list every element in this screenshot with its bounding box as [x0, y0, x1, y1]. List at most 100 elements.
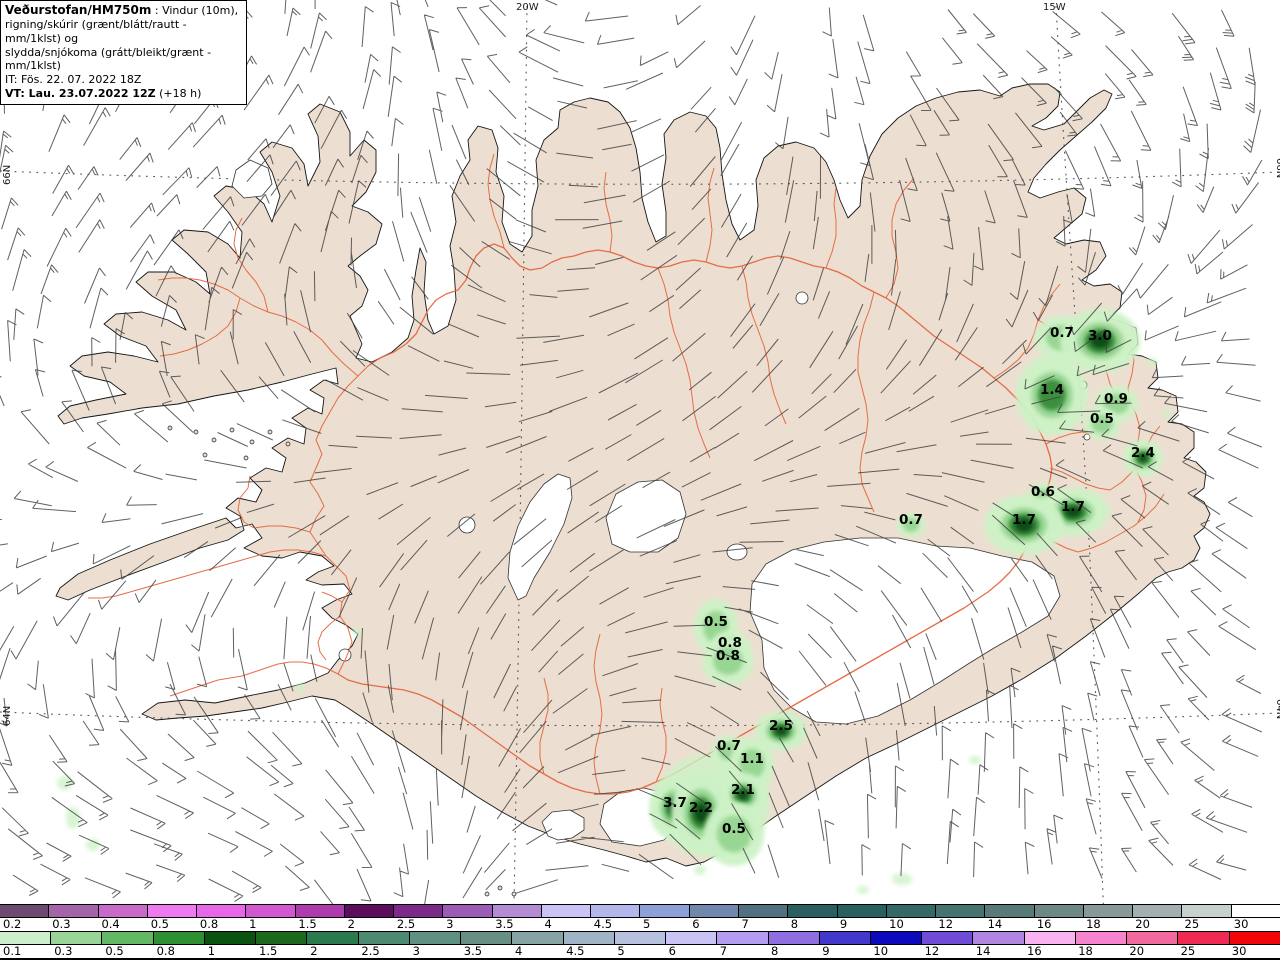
glacier-drangajokull: [231, 159, 273, 199]
scale-tick-label: 0.2: [3, 917, 22, 931]
scale-tick-label: 1: [207, 944, 216, 958]
scale-tick-label: 0.5: [105, 944, 124, 958]
bottom-rule: [0, 958, 1280, 960]
scale-tick-label: 0.5: [150, 917, 169, 931]
precip-value: 0.6: [1031, 484, 1055, 500]
scale-segment: [1228, 932, 1280, 944]
precip-value: 1.7: [1012, 512, 1036, 528]
light-precip-patch: [353, 628, 361, 636]
scale-tick-label: 4.5: [566, 944, 585, 958]
scale-tick-label: 9: [839, 917, 848, 931]
light-precip-patch: [892, 873, 912, 885]
sleet-scale-labels: 0.2 0.3 0.4 0.5 0.8 1 1.5 2 2.5 3 3.5 4 4.5 5 6 7 8 9 10 12…: [0, 917, 1280, 931]
light-precip-patch: [969, 756, 981, 764]
scale-tick-label: 6: [692, 917, 700, 931]
scale-tick-label: 10: [889, 917, 904, 931]
scale-tick-label: 4.5: [593, 917, 613, 931]
scale-tick-label: 14: [975, 944, 991, 958]
precip-dark: [1037, 379, 1067, 411]
scale-tick-label: 12: [924, 944, 940, 958]
precipitation-value-labels: 0.7 3.0 1.4 0.9 0.5 2.4 0.6 1.7 1.7 0.7 0.5 0.80.8 2…: [663, 325, 1155, 837]
precip-mid: [713, 647, 743, 675]
precip-value: 0.5: [722, 821, 746, 837]
scale-tick-label: 8: [790, 917, 799, 931]
scale-segment: [1132, 905, 1182, 917]
scale-segment: [491, 905, 541, 917]
scale-tick-label: 3: [446, 917, 454, 931]
scale-segment: [0, 905, 49, 917]
scale-tick-label: 16: [1036, 917, 1052, 931]
scale-segment: [1230, 905, 1280, 917]
parallel-label-left: 66N: [2, 165, 13, 185]
precip-core: [774, 726, 788, 736]
precip-mid: [1103, 393, 1129, 415]
scale-tick-label: 0.1: [3, 944, 22, 958]
precip-core: [693, 802, 709, 824]
precip-value: 0.7: [899, 512, 923, 528]
light-precip-patch: [1147, 358, 1157, 366]
scale-tick-label: 20: [1129, 944, 1145, 958]
scale-segment: [442, 905, 492, 917]
scale-segment: [1023, 932, 1075, 944]
scale-segment: [357, 932, 409, 944]
scale-tick-label: 30: [1231, 944, 1247, 958]
scale-segment: [716, 932, 768, 944]
islet: [167, 425, 173, 431]
scale-tick-label: 0.3: [52, 917, 71, 931]
precip-value: 2.4: [1131, 445, 1155, 461]
scale-tick-label: 12: [938, 917, 954, 931]
precip-value: 1.7: [1061, 499, 1085, 515]
scale-tick-label: 6: [668, 944, 676, 958]
scale-tick-label: 16: [1027, 944, 1042, 958]
scale-segment: [869, 932, 922, 944]
meridian-label: 20W: [516, 2, 539, 13]
precip-value: 3.0: [1088, 328, 1112, 344]
scale-segment: [146, 905, 197, 917]
scale-segment: [101, 932, 153, 944]
precip-value: 0.8: [716, 648, 740, 664]
scale-tick-label: 3: [412, 944, 420, 958]
scale-tick-label: 2: [310, 944, 318, 958]
scale-tick-label: 1: [249, 917, 257, 931]
init-time: IT: Fös. 22. 07. 2022 18Z: [5, 73, 142, 86]
precip-value: 0.8: [718, 635, 742, 651]
scale-tick-label: 1.5: [259, 944, 278, 958]
scale-segment: [460, 932, 512, 944]
scale-segment: [984, 905, 1034, 917]
scale-segment: [255, 932, 307, 944]
precip-value: 2.1: [731, 782, 755, 798]
scale-segment: [97, 905, 147, 917]
scale-segment: [665, 932, 717, 944]
scale-tick-label: 7: [741, 917, 749, 931]
light-precip-patch: [86, 839, 100, 851]
scale-segment: [540, 905, 591, 917]
scale-segment: [885, 905, 936, 917]
forecast-info-box: Veðurstofan/HM750m : Vindur (10m), rigni…: [0, 0, 247, 105]
precip-value: 1.4: [1040, 382, 1064, 398]
scale-tick-label: 0.8: [199, 917, 219, 931]
rain-scale-labels: 0.1 0.3 0.5 0.8 1 1.5 2 2.5 3 3.5 4 4.5 5 6 7 8 9 10 12 14 1…: [0, 944, 1280, 958]
small-islands: [167, 425, 517, 897]
valid-time-line: VT: Lau. 23.07.2022 12Z (+18 h): [5, 86, 202, 100]
scale-tick-label: 18: [1086, 917, 1101, 931]
precip-core: [1138, 453, 1148, 463]
sleet-scale-bar: [0, 904, 1280, 918]
light-precip-patch: [694, 865, 706, 875]
scale-tick-label: 3.5: [495, 917, 514, 931]
parallel-label-right: 64N: [1274, 699, 1280, 719]
scale-tick-label: 2.5: [361, 944, 380, 958]
precip-core: [1014, 517, 1034, 533]
scale-segment: [1033, 905, 1083, 917]
precip-core: [1064, 506, 1082, 518]
scale-segment: [562, 932, 614, 944]
scale-tick-label: 5: [643, 917, 651, 931]
islet: [243, 455, 249, 461]
scale-segment: [343, 905, 394, 917]
scale-tick-label: 1.5: [298, 917, 317, 931]
lake: [458, 516, 476, 534]
light-precip-patch: [857, 886, 869, 894]
precip-mid: [716, 815, 752, 853]
scale-segment: [1177, 932, 1229, 944]
